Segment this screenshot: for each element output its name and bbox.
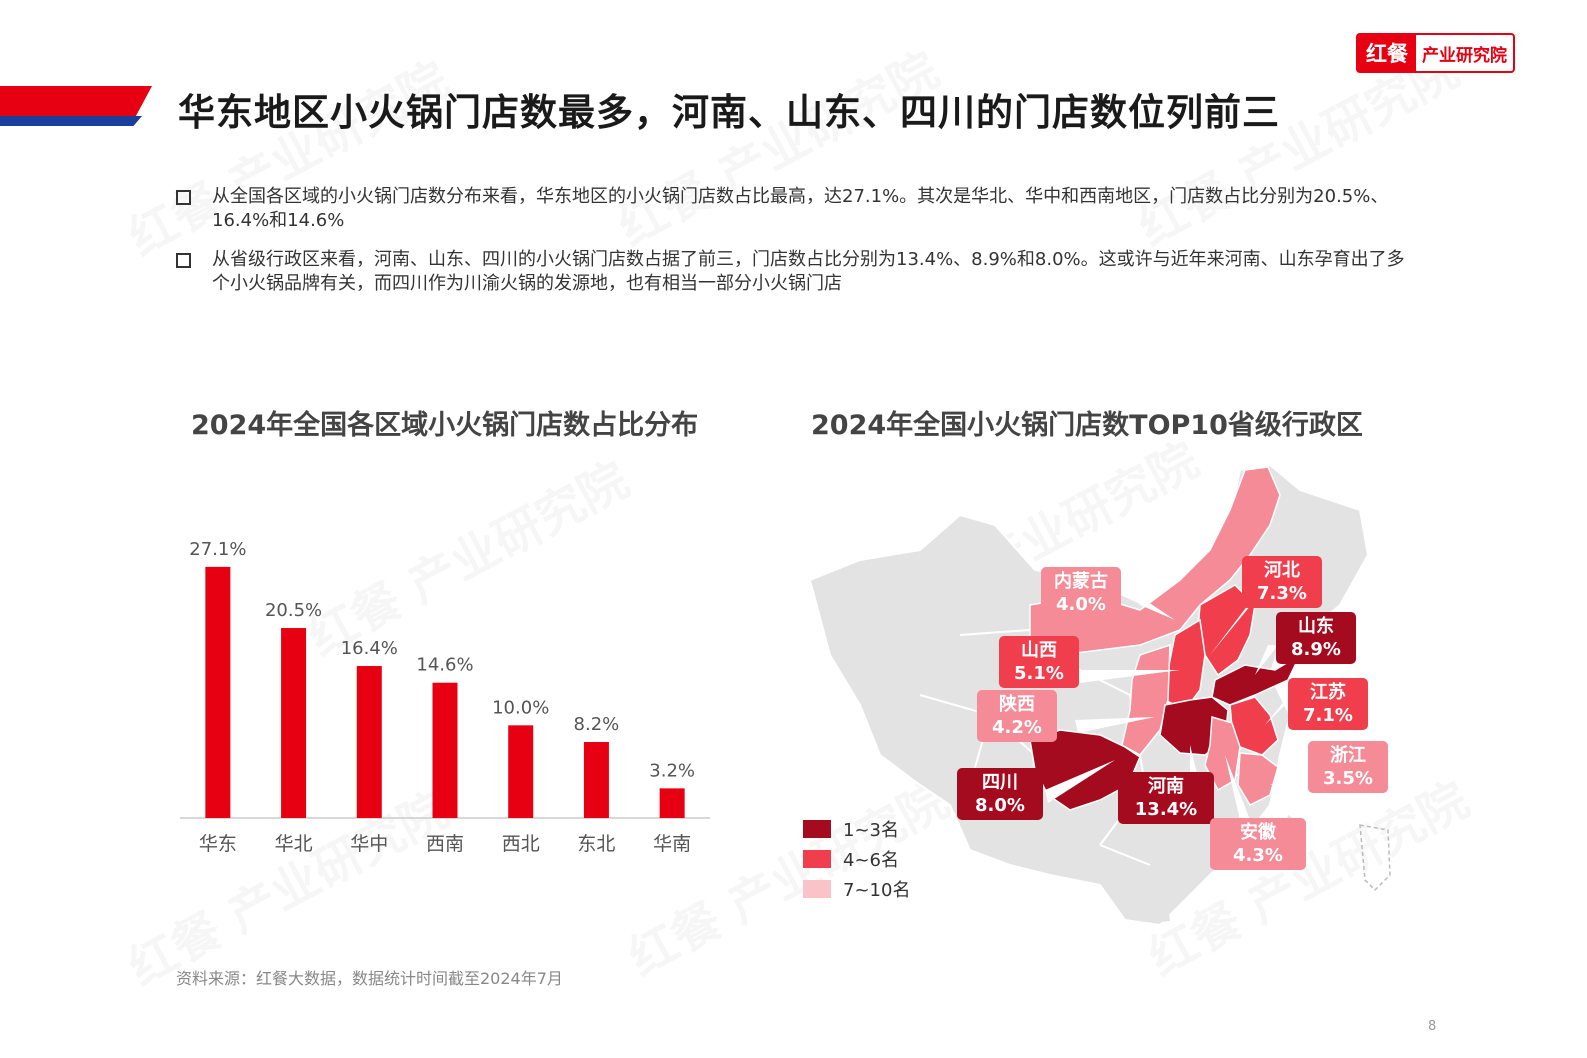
category-tick-label: 东北	[577, 833, 615, 855]
map-label-hebei: 河北 7.3%	[1242, 556, 1322, 608]
legend-item-rank-7-10: 7~10名	[803, 876, 910, 902]
legend-label: 7~10名	[843, 880, 911, 901]
category-tick-label: 西北	[502, 833, 540, 855]
region-value: 5.1%	[1014, 663, 1064, 684]
map-chart-title: 2024年全国小火锅门店数TOP10省级行政区	[811, 410, 1363, 441]
region-name: 河北	[1264, 560, 1300, 581]
region-value: 8.0%	[975, 795, 1025, 816]
title-accent-underline	[0, 116, 142, 126]
bar-chart-title: 2024年全国各区域小火锅门店数占比分布	[191, 410, 699, 441]
logo-mark: 红餐	[1358, 35, 1416, 71]
bar-西北	[508, 725, 534, 818]
bar-东北	[583, 742, 609, 818]
bullet-point-2: 从省级行政区来看，河南、山东、四川的小火锅门店数占据了前三，门店数占比分别为13…	[176, 248, 1416, 296]
map-label-inner-mongolia: 内蒙古 4.0%	[1041, 567, 1121, 619]
bar-西南	[432, 682, 458, 818]
bar-华北	[281, 628, 307, 818]
bullet-text: 从省级行政区来看，河南、山东、四川的小火锅门店数占据了前三，门店数占比分别为13…	[212, 249, 1405, 294]
map-region-zhejiang	[1237, 752, 1279, 806]
bar-value-label: 16.4%	[341, 638, 398, 659]
bullet-text: 从全国各区域的小火锅门店数分布来看，华东地区的小火锅门店数占比最高，达27.1%…	[212, 186, 1389, 231]
legend-swatch	[803, 880, 831, 898]
map-label-shandong: 山东 8.9%	[1276, 612, 1356, 664]
region-value: 4.2%	[992, 717, 1042, 738]
region-name: 四川	[982, 772, 1018, 793]
title-accent-bar	[0, 86, 152, 120]
page-title: 华东地区小火锅门店数最多，河南、山东、四川的门店数位列前三	[178, 91, 1280, 134]
region-value: 3.5%	[1323, 768, 1373, 789]
square-bullet-icon	[176, 190, 191, 205]
brand-logo: 红餐 产业研究院	[1356, 33, 1515, 73]
region-name: 江苏	[1310, 682, 1346, 703]
category-tick-label: 华中	[350, 833, 388, 855]
region-value: 8.9%	[1291, 639, 1341, 660]
bar-value-label: 10.0%	[492, 697, 549, 718]
map-label-shaanxi: 陕西 4.2%	[977, 690, 1057, 742]
logo-text: 产业研究院	[1422, 45, 1507, 66]
map-label-anhui: 安徽 4.3%	[1210, 818, 1306, 870]
region-value: 7.3%	[1257, 583, 1307, 604]
region-value: 13.4%	[1134, 799, 1198, 820]
bar-value-label: 27.1%	[189, 539, 246, 560]
bar-value-label: 20.5%	[265, 600, 322, 621]
map-label-jiangsu: 江苏 7.1%	[1288, 678, 1368, 730]
legend-label: 1~3名	[843, 820, 899, 841]
bar-华东	[205, 566, 231, 818]
region-name: 陕西	[999, 694, 1035, 715]
legend-item-rank-4-6: 4~6名	[803, 846, 899, 872]
region-name: 河南	[1148, 776, 1184, 797]
region-name: 内蒙古	[1054, 571, 1108, 592]
map-callout-pointers	[1045, 590, 1305, 820]
region-value: 7.1%	[1303, 705, 1353, 726]
region-name: 山西	[1021, 640, 1057, 661]
region-value: 4.3%	[1233, 845, 1283, 866]
region-name: 山东	[1298, 616, 1334, 637]
bar-华南	[659, 788, 685, 818]
bar-value-label: 14.6%	[416, 655, 473, 676]
bullet-point-1: 从全国各区域的小火锅门店数分布来看，华东地区的小火锅门店数占比最高，达27.1%…	[176, 185, 1416, 233]
watermark: 红餐 产业研究院	[114, 41, 458, 268]
map-island-hainan	[1150, 907, 1170, 923]
bar-value-label: 3.2%	[649, 760, 695, 781]
legend-swatch	[803, 820, 831, 838]
map-label-shanxi: 山西 5.1%	[999, 636, 1079, 688]
region-name: 浙江	[1330, 745, 1366, 766]
region-name: 安徽	[1240, 822, 1276, 843]
category-tick-label: 西南	[426, 833, 464, 855]
map-south-sea-inset	[1359, 824, 1391, 892]
legend-swatch	[803, 850, 831, 868]
square-bullet-icon	[176, 253, 191, 268]
map-label-sichuan: 四川 8.0%	[957, 768, 1043, 820]
map-label-henan: 河南 13.4%	[1118, 772, 1214, 824]
map-label-zhejiang: 浙江 3.5%	[1308, 741, 1388, 793]
bar-value-label: 8.2%	[574, 714, 620, 735]
china-map	[808, 463, 1391, 927]
category-tick-label: 华南	[653, 833, 691, 855]
region-value: 4.0%	[1056, 594, 1106, 615]
page-number: 8	[1428, 1019, 1437, 1034]
legend-label: 4~6名	[843, 850, 899, 871]
bar-chart: 27.1% 华东 20.5% 华北 16.4% 华中 14.6% 西南 10.0% 西北 8.2% 东…	[180, 539, 710, 855]
category-tick-label: 华东	[199, 833, 237, 855]
bar-华中	[356, 666, 382, 818]
source-note: 资料来源：红餐大数据，数据统计时间截至2024年7月	[176, 969, 563, 988]
category-tick-label: 华北	[275, 833, 313, 855]
legend-item-rank-1-3: 1~3名	[803, 816, 899, 842]
